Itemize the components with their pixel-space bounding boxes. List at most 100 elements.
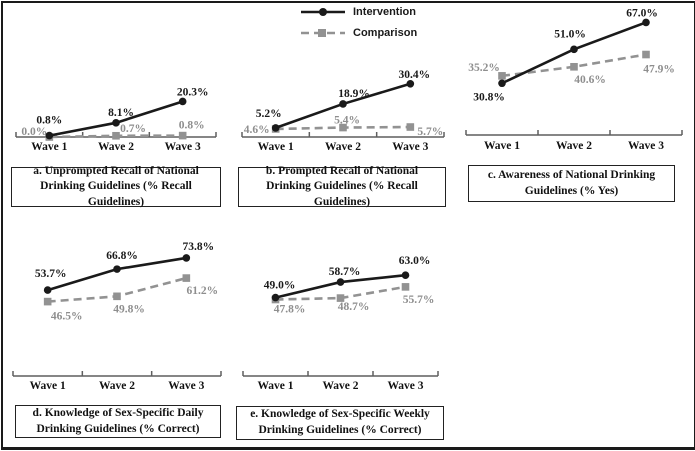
comparison-data-label: 61.2% bbox=[187, 285, 219, 297]
comparison-data-label: 5.7% bbox=[417, 126, 443, 138]
comparison-data-label: 47.8% bbox=[274, 304, 306, 316]
comparison-data-point bbox=[113, 292, 121, 301]
x-tick-label: Wave 3 bbox=[387, 380, 423, 392]
x-axis: Wave 1 Wave 2 Wave 3 bbox=[465, 130, 683, 152]
legend-label-comparison: Comparison bbox=[353, 27, 418, 39]
intervention-data-point bbox=[339, 100, 347, 108]
comparison-data-point bbox=[406, 123, 415, 131]
intervention-data-label: 30.8% bbox=[473, 91, 505, 103]
comparison-data-point bbox=[112, 131, 120, 140]
intervention-line-icon bbox=[301, 8, 345, 16]
intervention-series: 5.2% 18.9% 30.4% bbox=[256, 69, 430, 132]
comparison-data-point bbox=[178, 131, 187, 140]
x-axis: Wave 1 Wave 2 Wave 3 bbox=[12, 371, 222, 392]
intervention-data-label: 49.0% bbox=[264, 280, 296, 292]
panel-a-title-box: a. Unprompted Recall of National Drinkin… bbox=[11, 165, 221, 208]
x-tick-label: Wave 3 bbox=[628, 140, 664, 152]
intervention-data-label: 20.3% bbox=[177, 86, 209, 98]
x-tick-label: Wave 1 bbox=[484, 140, 520, 152]
intervention-data-point bbox=[570, 45, 578, 54]
panel-e-title-box: e. Knowledge of Sex-Specific Weekly Drin… bbox=[236, 406, 444, 440]
panel-a-title: a. Unprompted Recall of National Drinkin… bbox=[33, 164, 199, 208]
comparison-data-label: 0.8% bbox=[179, 120, 205, 132]
legend-item-intervention: Intervention bbox=[300, 4, 417, 20]
comparison-data-label: 47.9% bbox=[643, 64, 675, 76]
intervention-data-point bbox=[178, 97, 187, 106]
comparison-data-point bbox=[43, 297, 52, 306]
intervention-data-point bbox=[271, 124, 280, 132]
intervention-data-point bbox=[45, 131, 54, 140]
intervention-line bbox=[47, 256, 187, 292]
panel-e-title: e. Knowledge of Sex-Specific Weekly Drin… bbox=[250, 408, 430, 436]
comparison-data-point bbox=[336, 294, 345, 302]
comparison-series: 4.6% 5.4% 5.7% bbox=[244, 115, 444, 138]
panel-e-plot: Wave 1 Wave 2 Wave 3 47.8% 48.7% 55.7% 49.0% 58… bbox=[242, 255, 439, 392]
panel-c-title: c. Awareness of National Drinking Guidel… bbox=[487, 168, 656, 197]
x-tick-label: Wave 3 bbox=[168, 380, 204, 392]
comparison-data-label: 48.7% bbox=[338, 301, 370, 313]
comparison-data-label: 35.2% bbox=[468, 62, 500, 74]
comparison-data-label: 55.7% bbox=[403, 294, 435, 306]
intervention-series: 49.0% 58.7% 63.0% bbox=[264, 255, 431, 302]
intervention-data-label: 63.0% bbox=[399, 255, 431, 267]
intervention-data-label: 0.8% bbox=[36, 115, 62, 127]
intervention-data-label: 58.7% bbox=[329, 266, 361, 278]
intervention-series: 0.8% 8.1% 20.3% bbox=[36, 86, 209, 140]
intervention-data-point bbox=[271, 293, 280, 302]
comparison-series: 46.5% 49.8% 61.2% bbox=[43, 274, 219, 323]
comparison-data-point bbox=[182, 274, 191, 282]
intervention-data-label: 67.0% bbox=[626, 7, 658, 19]
x-tick-label: Wave 2 bbox=[556, 140, 592, 152]
panel-c-plot: Wave 1 Wave 2 Wave 3 35.2% 40.6% 47.9% 30.8% 51… bbox=[465, 7, 683, 152]
panel-b-plot: Wave 1 Wave 2 Wave 3 4.6% 5.4% 5.7% 5.2% 18.9% 3… bbox=[241, 69, 445, 153]
intervention-data-point bbox=[182, 254, 191, 262]
comparison-line-icon bbox=[301, 29, 345, 37]
intervention-data-point bbox=[642, 18, 650, 27]
x-tick-label: Wave 2 bbox=[325, 141, 361, 153]
x-tick-label: Wave 1 bbox=[257, 380, 293, 392]
intervention-data-label: 51.0% bbox=[554, 28, 586, 40]
intervention-data-label: 30.4% bbox=[399, 69, 431, 81]
legend-item-comparison: Comparison bbox=[300, 25, 417, 41]
x-tick-label: Wave 3 bbox=[392, 141, 428, 153]
panel-a-plot: Wave 1 Wave 2 Wave 3 0.0% 0.7% 0.8% 0.8% 8.1% 20… bbox=[15, 86, 217, 153]
comparison-data-label: 4.6% bbox=[244, 124, 270, 136]
intervention-data-point bbox=[43, 286, 52, 294]
comparison-data-label: 40.6% bbox=[574, 74, 606, 86]
intervention-series: 53.7% 66.8% 73.8% bbox=[35, 241, 214, 294]
comparison-data-label: 5.4% bbox=[334, 115, 360, 127]
x-axis: Wave 1 Wave 2 Wave 3 bbox=[242, 371, 439, 392]
intervention-data-point bbox=[406, 80, 415, 88]
intervention-series: 30.8% 51.0% 67.0% bbox=[473, 7, 658, 103]
comparison-data-point bbox=[339, 123, 347, 132]
panel-b-title-box: b. Prompted Recall of National Drinking … bbox=[238, 165, 446, 208]
comparison-data-point bbox=[642, 50, 650, 59]
intervention-data-point bbox=[112, 119, 120, 127]
intervention-data-label: 53.7% bbox=[35, 268, 67, 280]
comparison-data-label: 0.0% bbox=[21, 126, 47, 138]
intervention-data-label: 5.2% bbox=[256, 108, 282, 120]
legend-label-intervention: Intervention bbox=[353, 6, 416, 18]
intervention-data-point bbox=[498, 79, 506, 88]
intervention-data-label: 18.9% bbox=[338, 88, 370, 100]
comparison-series: 47.8% 48.7% 55.7% bbox=[271, 283, 435, 316]
x-tick-label: Wave 1 bbox=[258, 141, 294, 153]
comparison-data-point bbox=[498, 72, 506, 80]
x-tick-label: Wave 1 bbox=[30, 380, 66, 392]
intervention-data-point bbox=[401, 271, 410, 280]
intervention-data-label: 73.8% bbox=[183, 241, 215, 253]
comparison-data-label: 0.7% bbox=[120, 123, 146, 135]
x-tick-label: Wave 2 bbox=[98, 141, 134, 153]
legend: Intervention Comparison bbox=[300, 4, 417, 41]
intervention-data-point bbox=[113, 265, 121, 273]
x-tick-label: Wave 1 bbox=[31, 141, 67, 153]
comparison-data-label: 46.5% bbox=[51, 311, 83, 323]
x-tick-label: Wave 3 bbox=[165, 141, 201, 153]
panel-d-title-box: d. Knowledge of Sex-Specific Daily Drink… bbox=[15, 405, 221, 438]
intervention-data-point bbox=[336, 278, 345, 286]
comparison-series: 35.2% 40.6% 47.9% bbox=[468, 50, 675, 86]
panel-c-title-box: c. Awareness of National Drinking Guidel… bbox=[468, 165, 675, 202]
x-axis: Wave 1 Wave 2 Wave 3 bbox=[241, 132, 445, 153]
